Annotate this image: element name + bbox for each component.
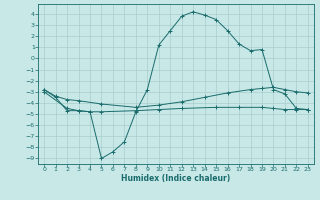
- X-axis label: Humidex (Indice chaleur): Humidex (Indice chaleur): [121, 174, 231, 183]
